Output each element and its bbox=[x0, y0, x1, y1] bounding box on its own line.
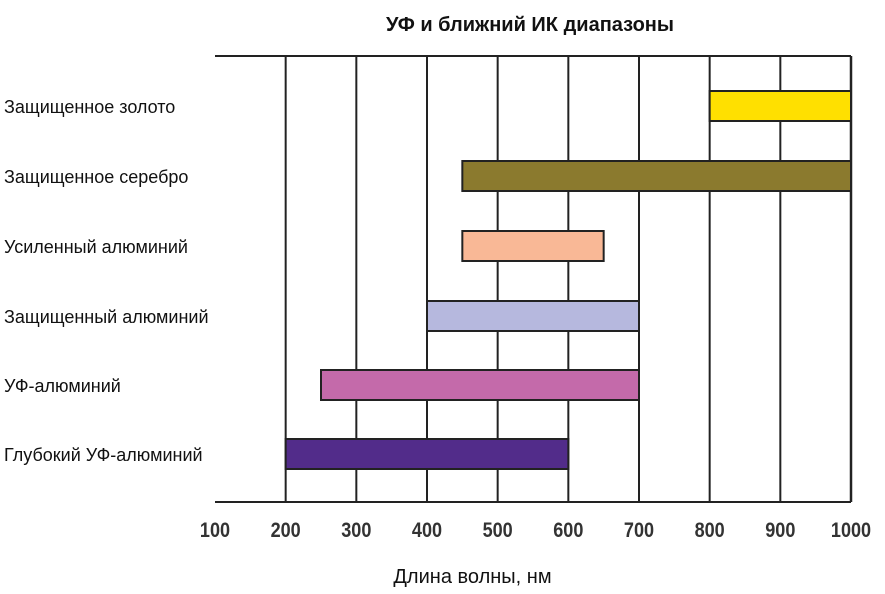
range-bar bbox=[320, 369, 640, 401]
x-tick-label: 1000 bbox=[831, 519, 871, 543]
category-label: Глубокий УФ-алюминий bbox=[4, 445, 203, 465]
range-bar bbox=[426, 300, 640, 332]
x-axis-label: Длина волны, нм bbox=[393, 566, 552, 588]
category-label: Усиленный алюминий bbox=[4, 237, 188, 257]
x-tick-label: 100 bbox=[200, 519, 230, 543]
range-bar bbox=[708, 90, 853, 122]
chart-title: УФ и ближний ИК диапазоны bbox=[386, 14, 674, 36]
x-tick-label: 300 bbox=[341, 519, 371, 543]
x-tick-label: 700 bbox=[624, 519, 654, 543]
range-bar bbox=[461, 160, 852, 192]
x-tick-label: 800 bbox=[695, 519, 725, 543]
range-bar bbox=[284, 438, 570, 470]
category-label: УФ-алюминий bbox=[4, 376, 121, 396]
x-tick-label: 500 bbox=[483, 519, 513, 543]
category-label: Защищенное золото bbox=[4, 97, 175, 117]
category-label: Защищенный алюминий bbox=[4, 307, 209, 327]
range-bar bbox=[461, 230, 605, 262]
x-tick-label: 900 bbox=[765, 519, 795, 543]
x-tick-label: 600 bbox=[553, 519, 583, 543]
x-tick-label: 400 bbox=[412, 519, 442, 543]
category-label: Защищенное серебро bbox=[4, 167, 188, 187]
x-tick-label: 200 bbox=[271, 519, 301, 543]
